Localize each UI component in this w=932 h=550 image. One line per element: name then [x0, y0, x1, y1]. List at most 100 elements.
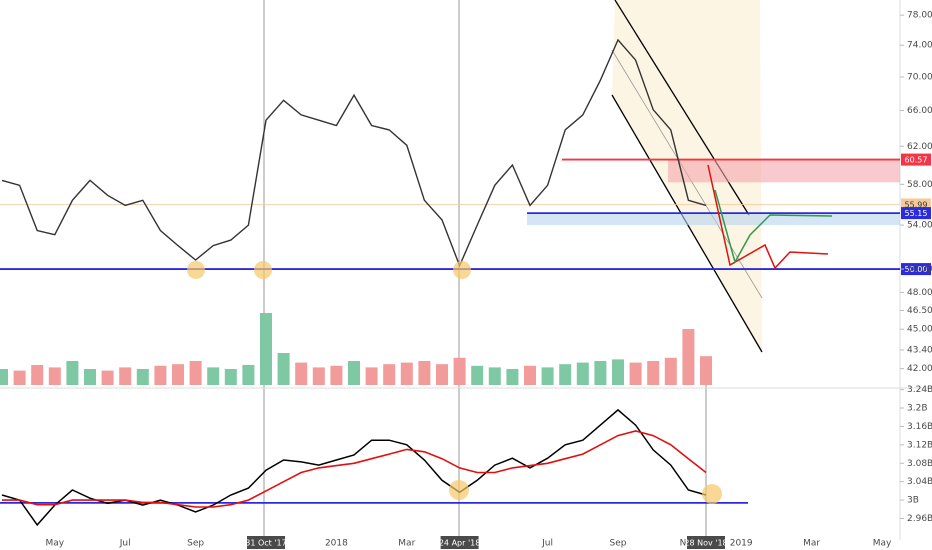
level-label: 55.15	[905, 209, 928, 218]
volume-bar	[559, 364, 572, 385]
indicator-line	[2, 430, 707, 508]
x-tick-label: 28 Nov '18	[684, 539, 727, 548]
x-label-box	[247, 536, 285, 549]
y-tick-label: 74.00	[907, 41, 932, 51]
projections	[187, 164, 833, 504]
y-tick-label: 3.24B	[907, 385, 932, 395]
volume-bar	[418, 361, 431, 385]
y-tick-label: 48.00	[907, 288, 932, 298]
price-line	[1, 38, 707, 268]
volume-bar	[260, 313, 272, 385]
volume-bar	[31, 365, 44, 385]
volume-bar	[365, 367, 378, 385]
volume-bar	[594, 361, 607, 385]
volume-bar	[277, 353, 290, 385]
y-tick-label: 66.00	[907, 106, 932, 116]
highlight-circle	[254, 261, 272, 279]
volume-bar	[629, 362, 642, 385]
volume-bar	[400, 362, 413, 385]
level-label-box	[901, 207, 931, 220]
highlight-circle	[187, 261, 205, 279]
volume-bar	[488, 367, 501, 385]
y-tick-label: 58.00	[907, 180, 932, 190]
volume-bar	[453, 357, 466, 385]
x-tick-label: Mar	[398, 539, 415, 549]
volume-bar	[0, 369, 8, 385]
volume-bar	[330, 365, 343, 385]
y-tick-label: 43.40	[907, 345, 932, 355]
volume-bar	[471, 365, 484, 385]
volume-bar	[207, 367, 220, 385]
price-zone	[527, 213, 900, 226]
y-tick-label: 45.00	[907, 325, 932, 335]
volume-bar	[172, 364, 184, 385]
y-tick-label: 3.16B	[907, 422, 932, 432]
volume-bar	[189, 361, 202, 385]
x-tick-label: May	[45, 539, 64, 549]
price-zone	[668, 159, 900, 183]
x-tick-label: 31 Oct '17	[245, 539, 286, 548]
y-tick-label: 3B	[907, 496, 919, 506]
volume-bar	[682, 329, 695, 385]
volume-bar	[647, 361, 660, 385]
x-tick-label: May	[873, 539, 892, 549]
level-label-box	[901, 263, 931, 276]
volume-bar	[242, 365, 255, 385]
volume-bar	[48, 367, 61, 385]
volume-bar	[84, 369, 96, 385]
y-tick-label: 62.00	[907, 142, 932, 152]
x-tick-label: Sep	[610, 539, 627, 549]
y-tick-label: 3.08B	[907, 459, 932, 469]
volume-bar	[436, 364, 448, 385]
volume-bar	[312, 367, 325, 385]
y-tick-label: 42.00	[907, 364, 932, 374]
y-tick-label: 50.00	[907, 265, 932, 275]
x-tick-label: 2018	[325, 539, 348, 549]
projection-red	[707, 164, 829, 270]
x-label-box	[440, 536, 479, 549]
volume-bar	[136, 369, 149, 385]
x-label-box	[687, 536, 725, 549]
highlight-circle	[702, 484, 722, 504]
indicator-line	[1, 408, 707, 527]
x-tick-label: Mar	[803, 539, 820, 549]
level-label-box	[901, 153, 931, 166]
volume-bar	[13, 370, 26, 385]
volume-bar	[224, 369, 237, 385]
volume-bar	[612, 359, 624, 385]
y-tick-label: 78.00	[907, 11, 932, 21]
highlight-circle	[449, 480, 469, 500]
level-label: 55.99	[905, 200, 928, 209]
volume-bar	[383, 364, 396, 385]
volume-bar	[524, 365, 536, 385]
volume-bar	[700, 356, 712, 385]
y-tick-label: 54.00	[907, 221, 932, 231]
volume-bar	[154, 365, 167, 385]
volume-bar	[576, 362, 589, 385]
projection-green	[714, 189, 833, 264]
highlight-circle	[453, 261, 471, 279]
volume-bar	[541, 367, 554, 385]
volume-bar	[295, 362, 308, 385]
y-tick-label: 70.00	[907, 72, 932, 82]
x-tick-label: Sep	[187, 539, 204, 549]
volume-bar	[66, 361, 79, 385]
y-tick-label: 3.04B	[907, 477, 932, 487]
volume-bar	[506, 369, 519, 385]
volume-bar	[101, 370, 114, 385]
level-label: 60.57	[905, 156, 928, 165]
x-tick-label: 24 Apr '18	[439, 539, 480, 548]
level-label: 50.00	[905, 265, 928, 274]
volume-bar	[348, 361, 360, 385]
y-tick-label: 3.2B	[907, 404, 928, 414]
x-tick-label: 2019	[730, 539, 753, 549]
y-tick-label: 2.96B	[907, 514, 932, 524]
volume-bar	[664, 357, 677, 385]
y-tick-label: 46.50	[907, 306, 932, 316]
x-tick-label: Jul	[541, 539, 553, 549]
volume-bar	[119, 367, 132, 385]
x-tick-label: Jul	[119, 539, 131, 549]
y-tick-label: 3.12B	[907, 440, 932, 450]
